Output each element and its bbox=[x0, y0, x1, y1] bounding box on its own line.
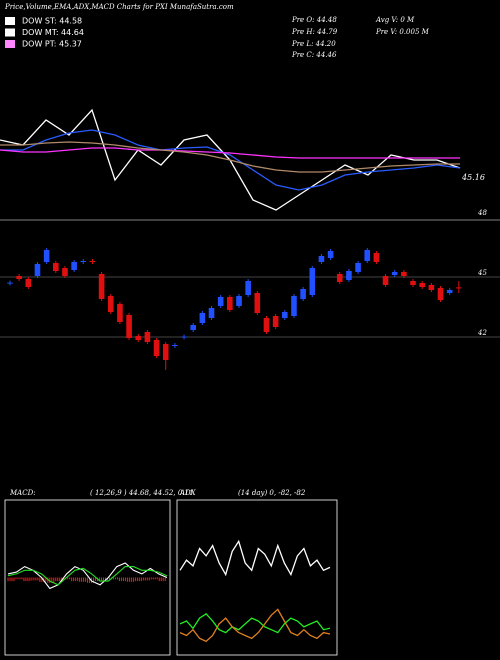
series-line bbox=[0, 129, 461, 191]
candle-body bbox=[373, 253, 380, 262]
candle-body bbox=[428, 285, 435, 290]
candle-body bbox=[291, 296, 297, 316]
candle-body bbox=[272, 316, 279, 327]
candle-body bbox=[7, 282, 13, 284]
series-line bbox=[0, 147, 460, 159]
candle-body bbox=[62, 268, 68, 276]
candle-body bbox=[437, 288, 444, 300]
legend-swatch bbox=[5, 40, 15, 48]
candle-body bbox=[34, 264, 41, 276]
candle-body bbox=[89, 261, 96, 262]
quote-text: Pre O: 44.48 bbox=[291, 16, 337, 24]
panel-title: ADX bbox=[179, 489, 197, 497]
candle-body bbox=[227, 297, 233, 310]
quote-text: Pre C: 44.46 bbox=[291, 51, 337, 59]
candle-body bbox=[355, 263, 361, 272]
quote-text: Pre L: 44.20 bbox=[291, 40, 336, 48]
macd-frame bbox=[4, 499, 171, 656]
series-line bbox=[179, 608, 331, 643]
candle-body bbox=[236, 296, 242, 306]
candle-body bbox=[153, 340, 160, 356]
candle-body bbox=[419, 283, 425, 287]
page-title: Price,Volume,EMA,ADX,MACD Charts for PXI… bbox=[4, 3, 234, 11]
candle-body bbox=[53, 263, 59, 271]
y-tick-label: 42 bbox=[477, 329, 487, 337]
legend-label: DOW ST: 44.58 bbox=[22, 17, 82, 26]
y-tick-label: 45 bbox=[477, 269, 487, 277]
candle-body bbox=[382, 276, 389, 285]
legend-label: DOW PT: 45.37 bbox=[22, 40, 82, 49]
series-line bbox=[7, 562, 168, 590]
series-line bbox=[0, 141, 460, 173]
candle-body bbox=[217, 297, 224, 306]
series-line bbox=[179, 612, 331, 634]
quote-text: Pre V: 0.005 M bbox=[375, 28, 430, 36]
candle-body bbox=[245, 281, 251, 295]
candle-body bbox=[190, 325, 196, 330]
candle-body bbox=[446, 290, 453, 293]
legend-swatch bbox=[5, 28, 15, 37]
legend-swatch bbox=[5, 17, 15, 25]
candle-body bbox=[346, 271, 352, 280]
candle-body bbox=[71, 262, 77, 270]
candle-body bbox=[126, 315, 132, 338]
quote-text: Pre H: 44.79 bbox=[291, 28, 338, 36]
candle-body bbox=[107, 296, 114, 312]
candle-body bbox=[117, 304, 123, 322]
last-value-label: 45.16 bbox=[461, 173, 485, 182]
candle-body bbox=[263, 318, 270, 332]
candle-body bbox=[181, 336, 187, 338]
candle-body bbox=[144, 332, 151, 342]
series-line bbox=[7, 566, 168, 586]
candle-body bbox=[282, 312, 288, 318]
quote-text: Avg V: 0 M bbox=[375, 16, 415, 24]
candle-body bbox=[43, 250, 50, 262]
candle-body bbox=[80, 261, 87, 262]
series-line bbox=[179, 539, 331, 577]
candle-body bbox=[309, 268, 316, 295]
candle-body bbox=[327, 251, 334, 258]
candle-body bbox=[364, 250, 371, 261]
panel-title: MACD: bbox=[9, 489, 36, 497]
y-tick-label: 48 bbox=[477, 209, 487, 217]
panel-subtitle: ( 12,26,9 ) 44.68, 44.52, 0.11 bbox=[90, 489, 193, 497]
candle-body bbox=[300, 289, 306, 299]
legend-label: DOW MT: 44.64 bbox=[22, 28, 84, 37]
candle-body bbox=[391, 272, 398, 275]
candle-body bbox=[172, 345, 178, 346]
adx-frame bbox=[176, 499, 338, 656]
candle-body bbox=[318, 256, 325, 262]
candle-body bbox=[162, 344, 169, 360]
candle-body bbox=[456, 287, 462, 289]
candle-body bbox=[16, 276, 22, 279]
candle-body bbox=[25, 279, 32, 287]
candle-body bbox=[98, 274, 105, 299]
panel-subtitle: (14 day) 0, -82, -82 bbox=[238, 489, 306, 497]
candle-body bbox=[401, 272, 407, 276]
candle-body bbox=[410, 281, 416, 285]
candle-body bbox=[135, 336, 142, 340]
candle-body bbox=[208, 308, 215, 318]
candle-body bbox=[336, 274, 343, 282]
candle-body bbox=[199, 313, 206, 323]
candle-body bbox=[254, 293, 261, 313]
